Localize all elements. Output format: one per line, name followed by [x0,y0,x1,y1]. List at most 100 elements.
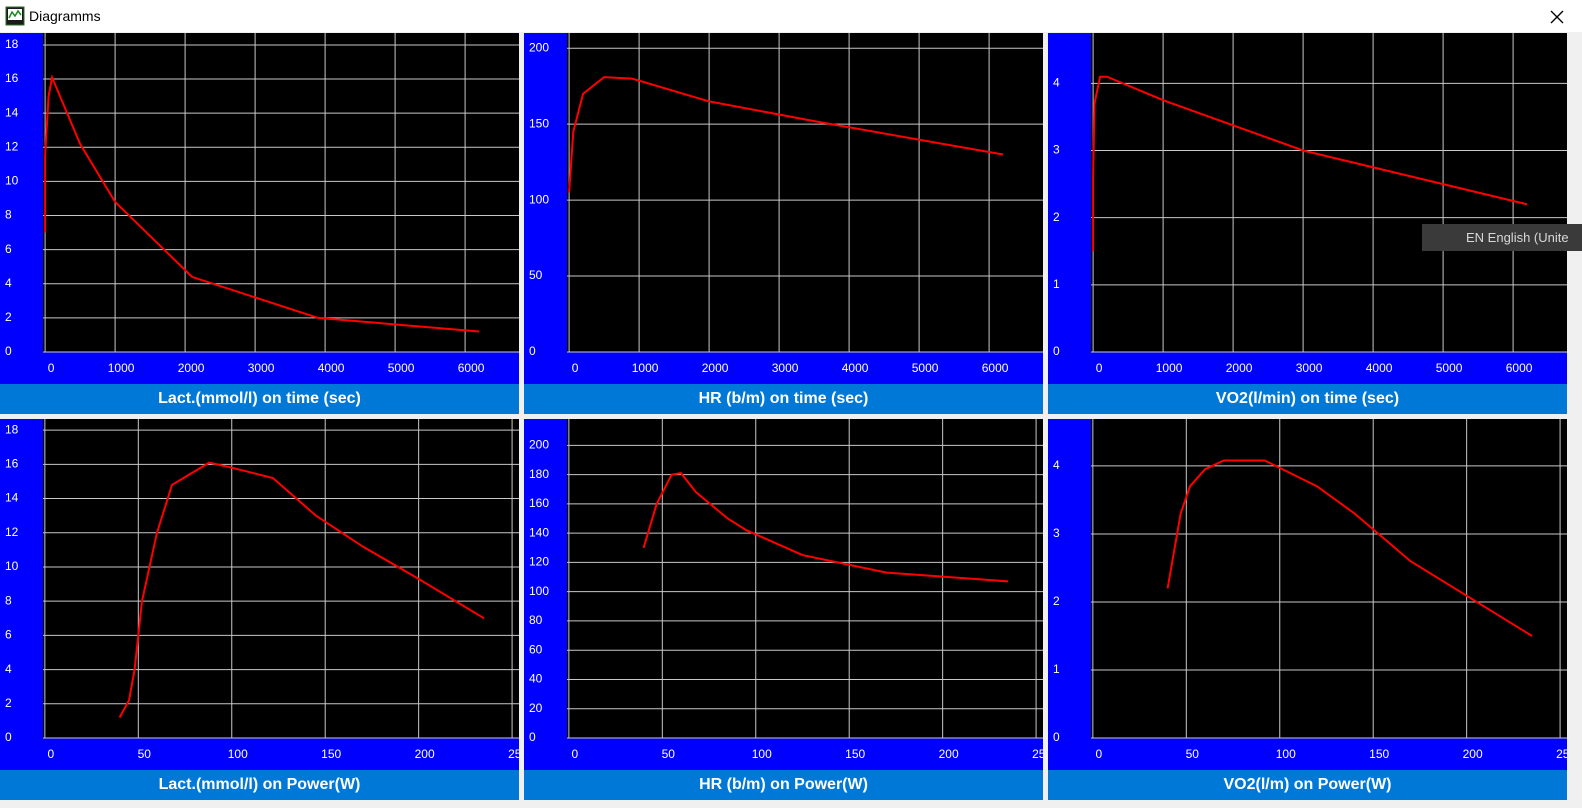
x-tick-label: 150 [1369,747,1389,761]
chart-title: VO2(l/min) on time (sec) [1216,390,1399,407]
y-tick-label: 4 [1053,458,1060,472]
x-tick-label: 250 [1556,747,1567,761]
y-tick-label: 0 [5,344,12,358]
y-tick-label: 14 [5,105,19,119]
y-tick-label: 1 [1053,662,1060,676]
x-tick-label: 2000 [178,361,205,375]
y-tick-label: 50 [529,268,543,282]
x-tick-label: 0 [1096,361,1103,375]
x-tick-label: 150 [321,747,341,761]
x-tick-label: 4000 [842,361,869,375]
app-icon [5,6,25,26]
x-tick-label: 5000 [388,361,415,375]
y-tick-label: 10 [5,174,19,188]
x-tick-label: 250 [1032,747,1043,761]
y-tick-label: 8 [5,208,12,222]
close-button[interactable] [1547,7,1567,27]
x-tick-label: 100 [752,747,772,761]
x-tick-label: 50 [1186,747,1200,761]
x-tick-label: 50 [662,747,676,761]
title-band [1048,384,1567,414]
data-line [118,461,485,718]
y-tick-label: 0 [529,730,536,744]
y-tick-label: 3 [1053,526,1060,540]
chart-title: HR (b/m) on time (sec) [699,390,869,407]
y-tick-label: 16 [5,71,19,85]
plot-area [43,33,519,352]
plot-area [1091,419,1567,738]
y-tick-label: 10 [5,559,19,573]
data-line [642,472,1009,583]
x-tick-label: 250 [508,747,519,761]
title-band [1048,770,1567,800]
chart-panel: 0 1 2 3 4 0 50 100 150 200 250 VO2(l/m) on Power(W) [1048,419,1567,800]
x-tick-label: 0 [572,361,579,375]
y-tick-label: 12 [5,525,19,539]
y-tick-label: 2 [5,310,12,324]
y-tick-label: 180 [529,467,549,481]
x-tick-label: 1000 [632,361,659,375]
plot-area [43,419,519,738]
y-tick-label: 0 [5,730,12,744]
x-tick-label: 0 [572,747,579,761]
x-tick-label: 100 [228,747,248,761]
y-tick-label: 18 [5,37,19,51]
title-band [0,384,519,414]
x-tick-label: 6000 [982,361,1009,375]
title-band [524,770,1043,800]
y-tick-label: 2 [5,696,12,710]
x-tick-label: 100 [1276,747,1296,761]
y-tick-label: 0 [529,344,536,358]
plot-area [1091,33,1567,352]
chart-title: Lact.(mmol/l) on time (sec) [158,390,361,407]
y-tick-label: 200 [529,438,549,452]
y-tick-label: 20 [529,701,543,715]
y-tick-label: 6 [5,242,12,256]
x-tick-label: 1000 [1156,361,1183,375]
y-tick-label: 100 [529,584,549,598]
x-tick-label: 200 [939,747,959,761]
x-tick-label: 6000 [458,361,485,375]
data-line [1092,75,1528,252]
x-tick-label: 5000 [1436,361,1463,375]
y-tick-label: 6 [5,628,12,642]
x-tick-label: 0 [48,747,55,761]
title-bar: Diagramms [0,0,1582,32]
x-tick-label: 50 [138,747,152,761]
x-tick-label: 200 [1463,747,1483,761]
y-tick-label: 12 [5,139,19,153]
y-tick-label: 100 [529,192,549,206]
y-tick-label: 140 [529,525,549,539]
y-tick-label: 4 [5,662,12,676]
x-tick-label: 3000 [772,361,799,375]
y-tick-label: 40 [529,672,543,686]
x-tick-label: 200 [415,747,435,761]
x-tick-label: 2000 [702,361,729,375]
data-line [44,73,480,333]
data-line [568,76,1004,193]
tooltip-text: EN English (Unite [1466,230,1569,245]
chart-title: HR (b/m) on Power(W) [699,776,868,793]
y-tick-label: 4 [1053,76,1060,90]
y-tick-label: 8 [5,593,12,607]
y-tick-label: 160 [529,496,549,510]
y-tick-label: 60 [529,642,543,656]
x-tick-label: 0 [1096,747,1103,761]
x-tick-label: 3000 [248,361,275,375]
y-tick-label: 16 [5,456,19,470]
x-tick-label: 3000 [1296,361,1323,375]
x-tick-label: 0 [48,361,55,375]
chart-title: Lact.(mmol/l) on Power(W) [159,776,361,793]
y-tick-label: 14 [5,491,19,505]
window-title: Diagramms [29,8,101,24]
y-tick-label: 200 [529,40,549,54]
language-tooltip: EN English (Unite [1422,224,1582,251]
x-tick-label: 5000 [912,361,939,375]
x-tick-label: 4000 [1366,361,1393,375]
chart-panel: 0 1 2 3 4 0 1000 2000 3000 4000 5000 6000 VO2(l/min)… [1048,33,1567,414]
chart-panel: 0 2 4 6 8 10 12 14 16 18 0 50 100 150 200 250 Lact.(mmol… [0,419,519,800]
y-tick-label: 0 [1053,344,1060,358]
y-tick-label: 3 [1053,143,1060,157]
x-tick-label: 2000 [1226,361,1253,375]
